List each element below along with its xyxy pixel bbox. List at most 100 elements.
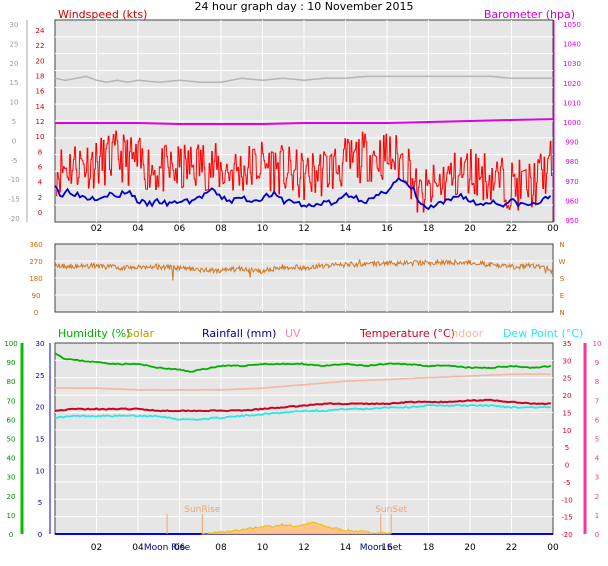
y-tick-right: 960	[565, 197, 578, 205]
humidity-tick: 50	[7, 436, 16, 444]
x-tick-label: 10	[257, 224, 269, 234]
humidity-tick: 60	[7, 416, 16, 424]
annotation-label: Moon Rise	[144, 543, 191, 553]
y-tick-right: 990	[565, 139, 578, 147]
rainfall-tick: 25	[36, 372, 45, 380]
winddir-tick-left: 180	[29, 275, 42, 283]
y-tick-inner: 16	[36, 88, 45, 96]
y-tick-outer: 15	[10, 79, 19, 87]
y-tick-right: 1050	[563, 21, 581, 29]
rainfall-tick: 20	[36, 404, 45, 412]
y-tick-inner: 10	[36, 133, 45, 141]
temperature-axis-title: Temperature (°C)	[359, 327, 455, 340]
x-tick-label: 16	[381, 543, 393, 553]
x-tick-label: 10	[257, 543, 269, 553]
dewpoint-line	[54, 403, 552, 421]
y-tick-inner: 24	[36, 27, 45, 35]
uv-tick: 0	[595, 531, 599, 539]
y-tick-inner: 0	[38, 209, 42, 217]
y-tick-inner: 18	[36, 73, 45, 81]
y-tick-right: 970	[565, 178, 578, 186]
humidity-line	[54, 352, 552, 373]
uv-tick: 6	[595, 416, 600, 424]
humidity-tick: 40	[7, 455, 16, 463]
y-tick-outer: 0	[12, 137, 16, 145]
x-tick-label: 22	[506, 543, 517, 553]
humidity-tick: 20	[7, 493, 16, 501]
humidity-tick: 80	[7, 378, 16, 386]
rainfall-tick: 30	[36, 340, 45, 348]
uv-tick: 2	[595, 493, 599, 501]
barometer-axis-title: Barometer (hpa)	[484, 8, 575, 21]
x-tick-label: 06	[174, 543, 186, 553]
y-tick-outer: -5	[11, 157, 18, 165]
x-tick-label: 20	[464, 224, 476, 234]
solar-area	[200, 521, 392, 535]
uv-tick: 7	[595, 397, 599, 405]
y-tick-outer: 30	[10, 21, 19, 29]
x-tick-label: 04	[132, 543, 144, 553]
annotation-label: SunRise	[184, 505, 221, 515]
winddir-tick-left: 360	[29, 241, 42, 249]
y-tick-outer: 10	[10, 99, 19, 107]
y-tick-inner: 2	[38, 194, 42, 202]
temperature-tick: 25	[563, 375, 572, 383]
y-tick-right: 1040	[563, 41, 581, 49]
wind-panel: Windspeed (kts) Barometer (hpa)3025201510…	[8, 8, 581, 234]
winddir-panel: 360 270 180 90 0 N W S E N	[29, 241, 565, 317]
multi-panel: Humidity (%)Solar Rainfall (mm) UV Temperat…	[4, 327, 601, 553]
y-tick-right: 1020	[563, 80, 581, 88]
winddir-line	[54, 258, 554, 281]
y-tick-outer: -10	[8, 176, 19, 184]
temperature-tick: -15	[561, 514, 572, 522]
indoor-line	[54, 373, 551, 391]
windspeed-axis-title: Windspeed (kts)	[58, 8, 147, 21]
humidity-tick: 30	[7, 474, 16, 482]
x-tick-label: 00	[547, 224, 559, 234]
x-tick-label: 08	[215, 543, 227, 553]
uv-tick: 4	[595, 455, 600, 463]
winddir-tick-left: 90	[32, 292, 41, 300]
y-tick-right: 950	[565, 217, 578, 225]
humidity-tick: 90	[7, 359, 16, 367]
temperature-tick: -20	[561, 531, 572, 539]
x-tick-label: 02	[91, 224, 102, 234]
temperature-tick: 30	[563, 357, 572, 365]
uv-tick: 8	[595, 378, 599, 386]
winddir-tick-right: W	[559, 258, 566, 266]
uv-tick: 3	[595, 474, 599, 482]
temperature-tick: 20	[563, 392, 572, 400]
barometer-line	[55, 118, 554, 125]
winddir-tick-left: 0	[34, 309, 38, 317]
y-tick-inner: 22	[36, 42, 45, 50]
rainfall-axis-title: Rainfall (mm)	[202, 327, 276, 340]
temperature-line	[54, 398, 551, 413]
winddir-tick-right: E	[560, 292, 564, 300]
humidity-axis-title: Humidity (%)	[58, 327, 130, 340]
winddir-tick-right: S	[560, 275, 565, 283]
rainfall-tick: 5	[38, 499, 42, 507]
temperature-tick: -5	[564, 479, 571, 487]
x-tick-label: 14	[340, 543, 352, 553]
y-tick-right: 1000	[563, 119, 581, 127]
humidity-tick: 10	[7, 512, 16, 520]
x-tick-label: 02	[91, 543, 102, 553]
y-tick-inner: 14	[36, 103, 45, 111]
x-tick-label: 08	[215, 224, 227, 234]
solar-axis-title: Solar	[126, 327, 155, 340]
y-tick-inner: 20	[36, 57, 45, 65]
annotation-label: Moon Set	[360, 543, 403, 553]
rainfall-tick: 15	[36, 436, 45, 444]
dewpoint-axis-title: Dew Point (°C)	[503, 327, 583, 340]
uv-tick: 9	[595, 359, 599, 367]
y-tick-inner: 6	[38, 164, 43, 172]
wind-average-line	[54, 176, 552, 211]
temperature-tick: 5	[565, 444, 569, 452]
winddir-tick-right: N	[559, 309, 564, 317]
y-tick-outer: -15	[8, 196, 19, 204]
y-tick-outer: 25	[10, 40, 19, 48]
y-tick-right: 980	[565, 158, 578, 166]
uv-tick: 10	[593, 340, 602, 348]
annotation-label: SunSet	[375, 505, 407, 515]
